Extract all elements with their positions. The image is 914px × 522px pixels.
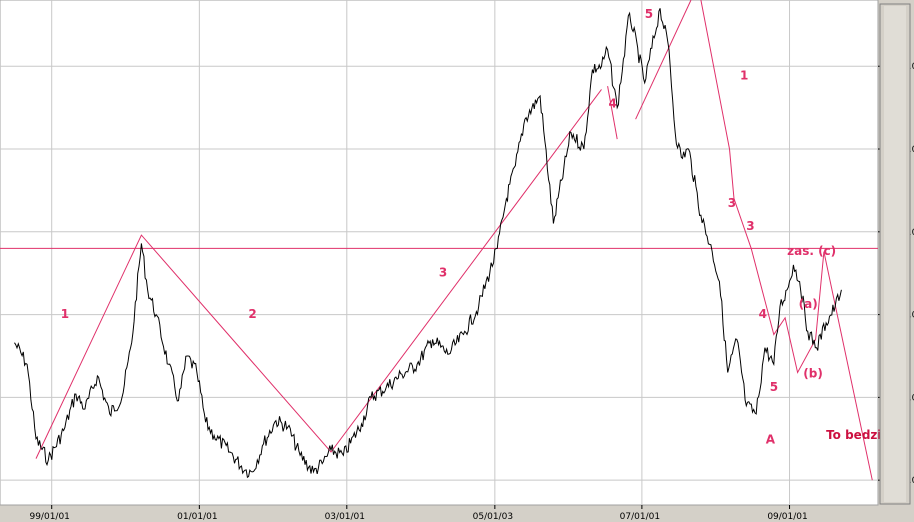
wave-line xyxy=(607,86,618,140)
scrollbar-track xyxy=(884,6,906,502)
series-line xyxy=(14,8,842,479)
wave-line xyxy=(635,0,692,120)
x-tick-label: 07/01/01 xyxy=(620,512,660,522)
wave-label: 1 xyxy=(740,68,748,82)
wave-label: 4 xyxy=(609,97,617,111)
wave-label: (a) xyxy=(799,297,818,311)
price-series xyxy=(14,8,842,479)
wave-line xyxy=(35,89,602,459)
wave-label: A xyxy=(766,433,776,447)
x-tick-label: 05/01/03 xyxy=(473,512,513,522)
x-tick-label: 09/01/01 xyxy=(767,512,807,522)
plot-area xyxy=(0,0,879,506)
wave-label: 4 xyxy=(759,307,767,321)
wave-lines xyxy=(35,0,873,481)
x-tick-label: 03/01/01 xyxy=(325,512,365,522)
wave-label: zas. (c) xyxy=(787,244,836,258)
wave-label: 3 xyxy=(439,266,447,280)
wave-line xyxy=(823,251,873,481)
wave-label: 3 xyxy=(746,219,754,233)
wave-label: 2 xyxy=(248,307,256,321)
x-tick-label: 01/01/01 xyxy=(177,512,217,522)
wave-label: 3 xyxy=(728,196,736,210)
wave-label: 5 xyxy=(770,380,778,394)
wave-label: (b) xyxy=(803,367,823,381)
wave-label: 5 xyxy=(645,7,653,21)
x-tick-label: 99/01/01 xyxy=(29,512,69,522)
wave-label: 1 xyxy=(61,307,69,321)
wave-line xyxy=(700,0,825,374)
grid xyxy=(0,0,878,505)
